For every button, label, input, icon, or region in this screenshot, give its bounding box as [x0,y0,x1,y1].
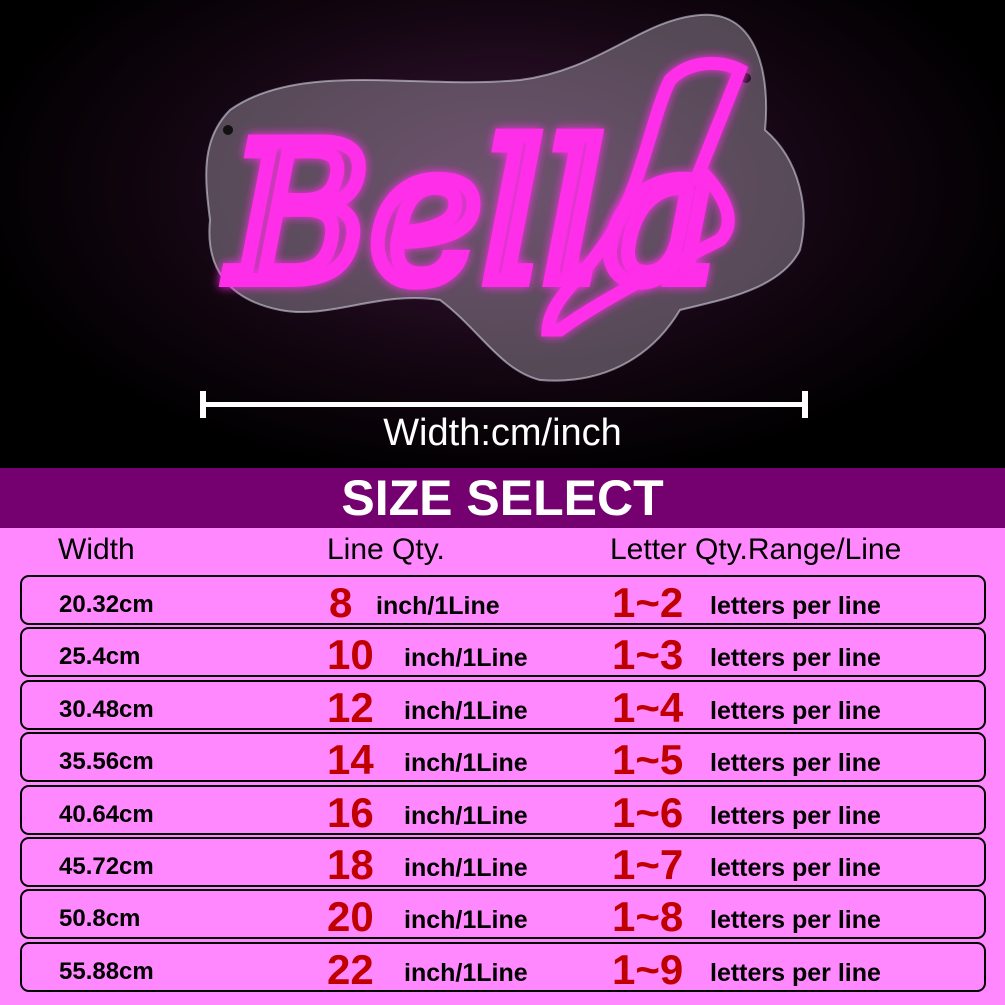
size-row[interactable]: 25.4cm 10 inch/1Line 1~3 letters per lin… [20,627,986,679]
letter-range: 1~4 [612,683,684,731]
size-row[interactable]: 35.56cm 14 inch/1Line 1~5 letters per li… [20,732,986,784]
inch-unit: inch/1Line [404,854,528,882]
product-photo: Bella Width:cm/inch [0,0,1005,468]
width-cm: 55.88cm [59,957,154,985]
size-row[interactable]: 50.8cm 20 inch/1Line 1~8 letters per lin… [20,889,986,941]
letter-range-unit: letters per line [710,696,881,725]
inch-value: 10 [327,631,374,679]
width-measure-line [200,391,808,418]
neon-sign-image: Bella [205,13,805,382]
letter-range-unit: letters per line [710,854,881,882]
letter-range: 1~6 [612,788,684,836]
header-letter-qty: Letter Qty.Range/Line [610,533,902,566]
size-table: Width Line Qty. Letter Qty.Range/Line 20… [0,528,1005,1005]
inch-unit: inch/1Line [404,958,528,987]
size-row[interactable]: 40.64cm 16 inch/1Line 1~6 letters per li… [20,784,986,836]
inch-value: 8 [329,579,353,626]
inch-unit: inch/1Line [404,749,528,778]
inch-unit: inch/1Line [404,906,528,935]
neon-text: Bella [227,104,717,325]
header-line-qty: Line Qty. [327,533,445,566]
letter-range-unit: letters per line [710,801,881,830]
inch-value: 12 [327,683,374,731]
inch-value: 18 [327,841,374,888]
width-label: Width:cm/inch [383,412,622,454]
size-row[interactable]: 20.32cm 8 inch/1Line 1~2 letters per lin… [20,575,986,626]
width-cm: 50.8cm [59,905,141,933]
letter-range-unit: letters per line [710,958,881,987]
letter-range: 1~3 [612,631,684,679]
inch-value: 20 [327,893,374,941]
letter-range: 1~9 [612,945,684,993]
width-cm: 30.48cm [59,695,154,723]
inch-unit: inch/1Line [404,644,528,673]
size-select-title: SIZE SELECT [0,468,1005,528]
size-row[interactable]: 30.48cm 12 inch/1Line 1~4 letters per li… [20,679,986,731]
inch-unit: inch/1Line [404,696,528,725]
inch-value: 14 [327,736,374,784]
width-cm: 40.64cm [59,800,154,828]
letter-range-unit: letters per line [710,906,881,935]
size-row[interactable]: 55.88cm 22 inch/1Line 1~9 letters per li… [20,941,986,993]
letter-range-unit: letters per line [710,592,881,620]
mounting-hole [223,125,233,135]
width-cm: 35.56cm [59,748,154,776]
size-row[interactable]: 45.72cm 18 inch/1Line 1~7 letters per li… [20,837,986,888]
inch-value: 22 [327,945,374,993]
letter-range: 1~5 [612,736,684,784]
width-cm: 45.72cm [59,853,154,880]
letter-range: 1~2 [612,579,684,626]
letter-range: 1~8 [612,893,684,941]
inch-unit: inch/1Line [376,592,500,620]
inch-unit: inch/1Line [404,801,528,830]
letter-range: 1~7 [612,841,684,888]
letter-range-unit: letters per line [710,749,881,778]
inch-value: 16 [327,788,374,836]
width-cm: 20.32cm [59,591,154,618]
high-heel-neon [541,56,749,337]
header-width: Width [58,533,135,566]
width-cm: 25.4cm [59,643,141,671]
letter-range-unit: letters per line [710,644,881,673]
